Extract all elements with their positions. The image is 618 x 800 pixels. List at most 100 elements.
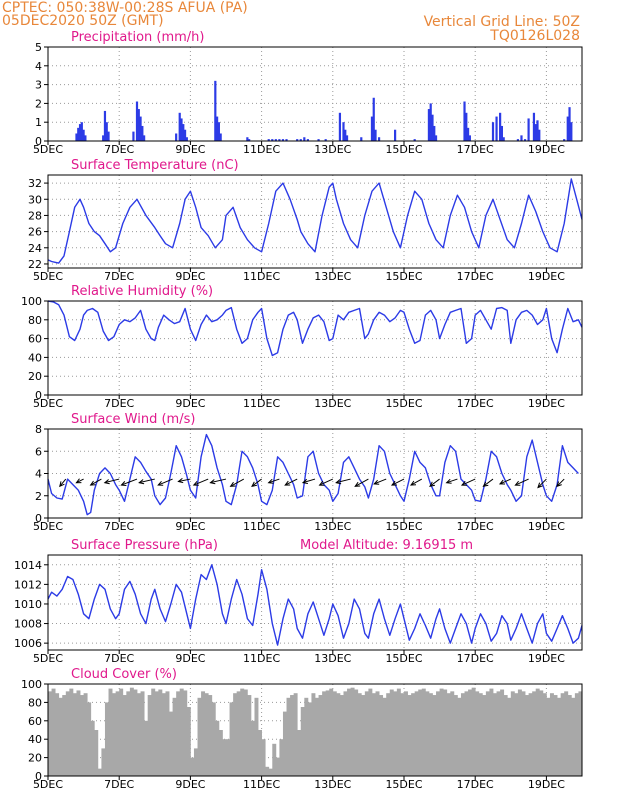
cloud-panel: 0 20 40 60 80 100 5DEC 7DEC 9DEC 11DEC 13DEC 15DEC 1… [21, 667, 583, 791]
wind-vector-head [556, 481, 562, 488]
y-tick-label: 4 [35, 60, 42, 73]
y-tick-label: 0 [35, 389, 42, 402]
cloud-cover-bar [485, 691, 490, 776]
cloud-cover-bar [201, 691, 206, 776]
wind-vector-head [514, 480, 521, 486]
cloud-cover-bar [332, 691, 337, 776]
cloud-cover-bar [379, 695, 384, 776]
y-tick-label: 8 [35, 423, 42, 436]
cloud-cover-bar [76, 690, 81, 776]
x-tick-label: 9DEC [175, 397, 205, 410]
cloud-cover-bar [279, 739, 284, 776]
precip-bar [139, 116, 142, 141]
wind-vector-head [229, 481, 236, 487]
y-tick-label: 2 [35, 490, 42, 503]
cloud-cover-bar [179, 688, 184, 776]
wind-vector [391, 478, 405, 486]
wind-panel: 0 2 4 6 8 5DEC 7DEC 9DEC 11DEC 13DEC 15DEC 17DEC 19D… [33, 412, 583, 533]
precip-bar [523, 139, 527, 141]
precip-bar [278, 139, 281, 141]
x-tick-label: 5DEC [33, 397, 63, 410]
wind-vector [210, 478, 227, 484]
cloud-cover-bar [450, 691, 455, 776]
precip-bar [372, 97, 375, 141]
cloud-cover-bar [382, 697, 387, 776]
cloud-cover-bar [176, 691, 181, 776]
precip-bar [135, 101, 139, 141]
y-tick-label: 80 [28, 314, 42, 327]
cloud-cover-bar [564, 691, 569, 776]
cloud-cover-bar [204, 693, 209, 776]
y-tick-label: 5 [35, 41, 42, 54]
cloud-cover-bar [101, 748, 106, 776]
precip-bar [183, 129, 187, 141]
cloud-cover-bar [140, 691, 145, 776]
pres-panel: 1006 1008 1010 1012 1014 5DEC 7DEC 9DEC 11DEC 13D… [14, 538, 583, 665]
cloud-cover-bar [169, 711, 173, 776]
precip-bar [132, 131, 135, 141]
wind-series-line [47, 433, 579, 516]
x-tick-label: 5DEC [33, 520, 63, 533]
cloud-cover-bar [119, 688, 124, 776]
x-tick-label: 13DEC [314, 270, 351, 283]
wind-vector-head [429, 481, 435, 487]
rh-title: Relative Humidity (%) [71, 284, 213, 299]
cloud-cover-bar [375, 691, 380, 776]
precip-bar [306, 139, 309, 141]
y-tick-label: 32 [28, 177, 42, 190]
cloud-cover-bar [546, 697, 551, 776]
cloud-cover-bar [528, 693, 533, 776]
temp-series-line [47, 178, 583, 264]
cloud-cover-bar [147, 695, 152, 776]
y-tick-label: 0 [35, 135, 42, 148]
wind-vector-head [89, 480, 96, 486]
precip-bar [84, 135, 87, 141]
cloud-cover-bar [425, 691, 430, 776]
temp-title: Surface Temperature (nC) [71, 158, 239, 173]
wind-vector [302, 478, 316, 484]
cloud-cover-bar [475, 691, 480, 776]
temp-frame [47, 174, 583, 269]
cloud-cover-bar [478, 693, 483, 776]
x-tick-label: 11DEC [243, 652, 280, 665]
wind-vector-head [103, 479, 110, 485]
header-station: CPTEC: 050:38W-00:28S AFUA (PA) [2, 0, 248, 16]
precip-bar [285, 139, 288, 141]
cloud-cover-bar [535, 688, 540, 776]
precip-bar [75, 133, 78, 141]
cloud-cover-bar [258, 730, 262, 776]
cloud-cover-bar [460, 693, 465, 776]
cloud-cover-bar [549, 693, 554, 776]
cloud-cover-bar [282, 711, 287, 776]
wind-vector-head [318, 480, 325, 486]
cloud-cover-bar [193, 748, 198, 776]
x-tick-label: 9DEC [175, 652, 205, 665]
precip-bar [217, 122, 220, 141]
cloud-cover-bar [126, 691, 131, 776]
wind-vector [139, 478, 155, 484]
cloud-cover-bar [464, 691, 469, 776]
cloud-cover-bar [521, 691, 526, 776]
x-tick-label: 11DEC [243, 397, 280, 410]
precip-bar [370, 116, 374, 141]
wind-vector [336, 478, 351, 484]
cloud-cover-bar [108, 688, 113, 776]
precip-bar [374, 129, 377, 141]
x-tick-label: 7DEC [104, 520, 134, 533]
cloud-cover-bar [133, 689, 138, 776]
cloud-cover-bar [261, 739, 266, 776]
precip-bar [377, 137, 381, 141]
cloud-cover-bar [357, 693, 362, 776]
x-tick-label: 19DEC [528, 270, 565, 283]
cloud-cover-bar [371, 693, 376, 776]
precip-bar [429, 103, 432, 141]
precip-bar [246, 137, 249, 141]
x-tick-label: 13DEC [314, 778, 351, 791]
x-tick-label: 19DEC [528, 520, 565, 533]
wind-vector [499, 478, 512, 485]
x-tick-label: 11DEC [243, 270, 280, 283]
cloud-cover-bar [183, 690, 188, 776]
cloud-cover-bar [439, 688, 444, 776]
cloud-cover-bar [571, 697, 576, 776]
y-tick-label: 0 [35, 770, 42, 783]
